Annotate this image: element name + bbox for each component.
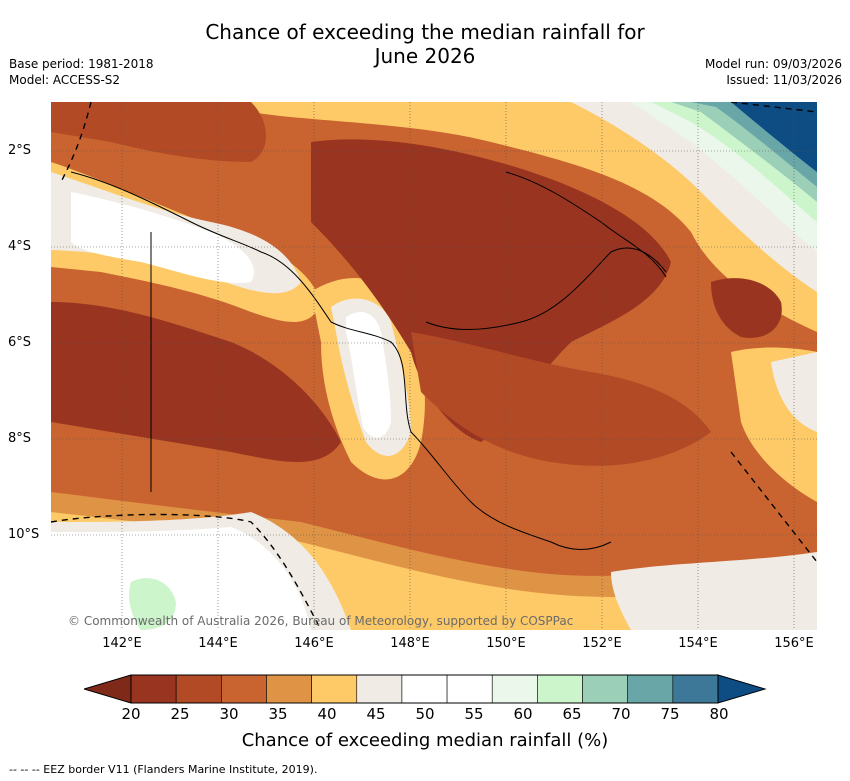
png-coastline [70,171,612,550]
colorbar-tick-40: 40 [317,705,337,723]
eez-legend-text: -- -- -- EEZ border V11 (Flanders Marine… [9,763,318,776]
contour-40-45-north [171,102,817,332]
colorbar-segments [130,674,719,704]
lon-tick-156e: 156°E [774,636,814,651]
contour-20-25-new-britain [711,278,782,338]
map-credit: © Commonwealth of Australia 2026, Bureau… [68,614,574,628]
contour-50-west [71,192,255,283]
colorbar-tick-25: 25 [170,705,190,723]
lat-tick-8s: 8°S [8,431,32,446]
colorbar-tick-55: 55 [464,705,484,723]
contour-50-central [346,312,391,438]
map-title-line-2: June 2026 [374,44,476,68]
contour-45-south-east [611,552,817,630]
colorbar-segment-65 [537,674,583,704]
graticule [51,102,817,630]
contour-80-north [706,102,817,172]
lat-tick-2s: 2°S [8,143,32,158]
colorbar-segment-35 [266,674,312,704]
colorbar-segment-20 [130,674,177,704]
colorbar-tick-75: 75 [660,705,680,723]
eez-border-west [60,102,92,183]
contour-45-east [771,352,817,432]
eez-border-northeast [730,102,817,113]
colorbar-tick-20: 20 [121,705,141,723]
model-info: Base period: 1981-2018 Model: ACCESS-S2 [9,56,154,88]
map-title-line-1: Chance of exceeding the median rainfall … [205,20,645,44]
colorbar-frame [130,674,719,704]
run-info: Model run: 09/03/2026 Issued: 11/03/2026 [705,56,842,88]
colorbar-tick-35: 35 [268,705,288,723]
colorbar-tick-70: 70 [611,705,631,723]
map-title: Chance of exceeding the median rainfall … [0,20,850,68]
rainfall-map [51,102,817,630]
colorbar [84,674,767,704]
colorbar-tick-45: 45 [366,705,386,723]
lon-tick-150e: 150°E [486,636,526,651]
eez-border-east [730,451,817,563]
lon-tick-154e: 154°E [678,636,718,651]
issued-text: Issued: 11/03/2026 [726,73,842,87]
colorbar-segment-25 [175,674,222,704]
colorbar-tick-80: 80 [709,705,729,723]
colorbar-segment-80 [672,674,719,704]
colorbar-segment-60 [491,674,538,704]
colorbar-high-extend [717,674,767,704]
png-north-coast [425,247,667,330]
contour-50-southwest [51,527,311,630]
colorbar-tick-65: 65 [562,705,582,723]
lat-tick-10s: 10°S [8,527,40,542]
lat-tick-4s: 4°S [8,239,32,254]
base-period-text: Base period: 1981-2018 [9,57,154,71]
colorbar-segment-45 [356,674,403,704]
lon-tick-146e: 146°E [294,636,334,651]
lon-tick-144e: 144°E [198,636,238,651]
colorbar-segment-40 [311,674,358,704]
colorbar-tick-50: 50 [415,705,435,723]
colorbar-low-extend [84,674,132,704]
eez-border-south [51,513,322,630]
model-name-text: Model: ACCESS-S2 [9,73,121,87]
colorbar-segment-50 [401,674,448,704]
lon-tick-142e: 142°E [102,636,142,651]
colorbar-segment-30 [221,674,267,704]
lon-tick-148e: 148°E [390,636,430,651]
colorbar-segment-75 [627,674,674,704]
colorbar-segment-55 [446,674,493,704]
colorbar-tick-30: 30 [219,705,239,723]
contour-25-30-nw [51,102,266,162]
colorbar-segment-70 [582,674,628,704]
contour-20-25-west [51,302,341,462]
colorbar-label: Chance of exceeding median rainfall (%) [241,730,609,751]
lon-tick-152e: 152°E [582,636,622,651]
colorbar-tick-60: 60 [513,705,533,723]
new-britain-outline [505,171,667,278]
model-run-text: Model run: 09/03/2026 [704,57,842,71]
lat-tick-6s: 6°S [8,335,32,350]
contour-65-coral-sea [129,578,176,630]
contour-20-25-core [311,139,671,442]
contour-25-30-east [411,332,711,466]
